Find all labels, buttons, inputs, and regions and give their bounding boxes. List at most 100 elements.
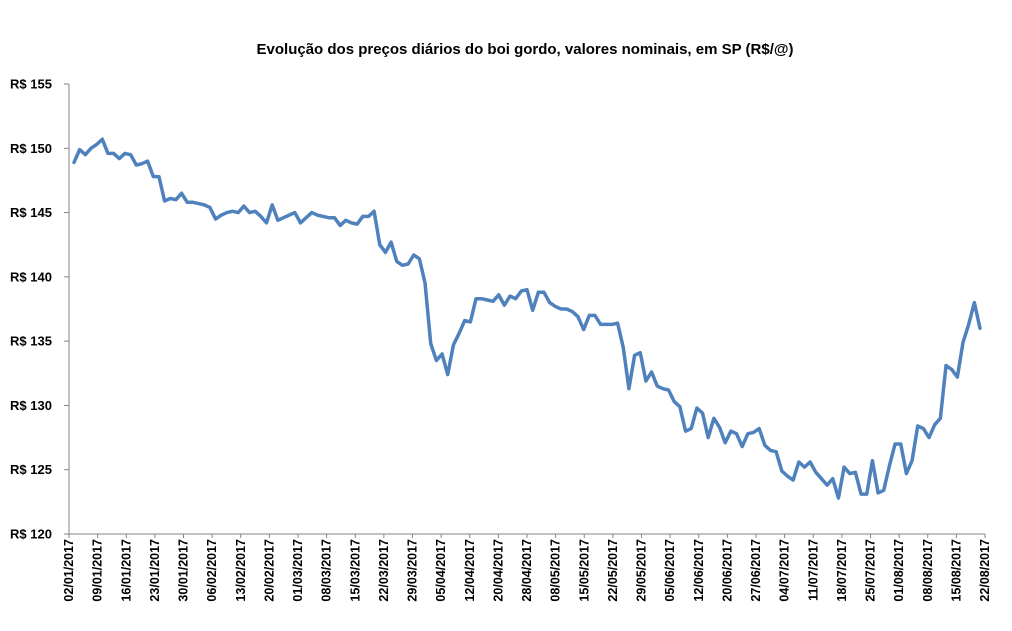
data-point <box>922 427 924 430</box>
data-point <box>713 417 715 419</box>
x-tick-label: 15/08/2017 <box>949 539 963 602</box>
data-point <box>690 427 692 430</box>
data-point <box>843 466 845 468</box>
x-tick-label: 01/08/2017 <box>892 539 906 602</box>
data-point <box>214 218 217 220</box>
data-point <box>769 449 772 452</box>
data-point <box>333 217 336 219</box>
x-tick-label: 04/07/2017 <box>778 539 792 602</box>
data-point <box>299 222 302 224</box>
data-point <box>458 332 460 335</box>
data-point <box>549 301 551 304</box>
data-point <box>566 308 568 310</box>
data-point <box>854 471 857 473</box>
data-point <box>475 298 477 300</box>
data-point <box>180 192 183 194</box>
data-point <box>617 322 619 324</box>
data-point <box>803 466 806 468</box>
x-tick-label: 18/07/2017 <box>835 539 849 602</box>
data-point <box>220 214 222 216</box>
data-point <box>175 199 177 201</box>
data-point <box>294 211 296 214</box>
data-point <box>633 354 636 356</box>
data-point <box>667 389 670 391</box>
x-tick-label: 15/03/2017 <box>348 539 362 602</box>
data-point <box>973 301 975 304</box>
data-point <box>447 373 449 376</box>
series-line <box>72 137 982 500</box>
data-point <box>418 258 421 260</box>
x-tick-label: 20/06/2017 <box>720 539 734 602</box>
data-point <box>798 461 800 463</box>
data-point <box>673 400 675 403</box>
y-tick-label: R$ 145 <box>10 205 52 220</box>
x-tick-label: 22/03/2017 <box>377 539 391 602</box>
data-point <box>837 497 840 499</box>
data-point <box>311 211 313 214</box>
data-point <box>628 388 630 390</box>
series-layer <box>72 137 982 500</box>
data-point <box>248 211 251 214</box>
data-point <box>815 471 817 473</box>
data-point <box>650 371 653 373</box>
x-tick-label: 16/01/2017 <box>119 539 133 602</box>
x-tick-label: 05/04/2017 <box>434 539 448 602</box>
x-tick-label: 08/03/2017 <box>320 539 334 602</box>
data-point <box>639 352 641 354</box>
data-point <box>498 294 500 296</box>
x-tick-label: 08/08/2017 <box>921 539 935 602</box>
x-tick-label: 01/03/2017 <box>291 539 305 602</box>
data-point <box>164 200 166 202</box>
data-point <box>951 368 953 371</box>
x-tick-label: 29/05/2017 <box>635 539 649 602</box>
data-point <box>130 154 132 156</box>
data-point <box>135 164 137 166</box>
y-tick-label: R$ 140 <box>10 269 52 284</box>
data-point <box>107 152 109 155</box>
x-tick-label: 28/04/2017 <box>520 539 534 602</box>
y-axis: R$ 155 R$ 150 R$ 145 R$ 140 R$ 135 R$ 130 R$ 1… <box>10 77 70 542</box>
data-point <box>537 291 539 293</box>
data-point <box>339 224 341 227</box>
data-point <box>781 470 783 472</box>
data-point <box>730 430 732 432</box>
data-point <box>645 380 647 382</box>
data-point <box>611 323 613 326</box>
data-point <box>724 442 726 444</box>
data-point <box>600 323 602 326</box>
y-tick-label: R$ 135 <box>10 334 52 349</box>
data-point <box>186 201 188 203</box>
data-point <box>594 314 596 317</box>
data-point <box>701 412 704 414</box>
data-point <box>79 148 81 151</box>
data-point <box>367 215 370 218</box>
data-point <box>441 353 443 355</box>
data-point <box>741 445 743 448</box>
data-point <box>328 217 330 219</box>
data-point <box>917 425 919 427</box>
data-point <box>809 461 811 463</box>
data-point <box>469 321 471 323</box>
data-point <box>560 308 562 310</box>
data-point <box>492 300 494 302</box>
data-point <box>866 493 868 495</box>
data-point <box>888 465 891 467</box>
data-point <box>509 295 511 297</box>
data-point <box>735 433 738 435</box>
data-point <box>792 479 794 481</box>
x-tick-label: 23/01/2017 <box>148 539 162 602</box>
data-point <box>350 222 353 224</box>
data-point <box>718 426 721 428</box>
x-tick-label: 12/04/2017 <box>463 539 477 602</box>
data-point <box>979 327 981 329</box>
data-point <box>775 451 777 453</box>
data-point <box>526 289 528 291</box>
data-point <box>243 205 245 207</box>
y-tick-label: R$ 150 <box>10 141 52 156</box>
data-point <box>747 433 749 435</box>
data-point <box>820 478 823 480</box>
data-point <box>520 290 522 292</box>
data-point <box>962 341 964 344</box>
x-tick-label: 27/06/2017 <box>749 539 763 602</box>
